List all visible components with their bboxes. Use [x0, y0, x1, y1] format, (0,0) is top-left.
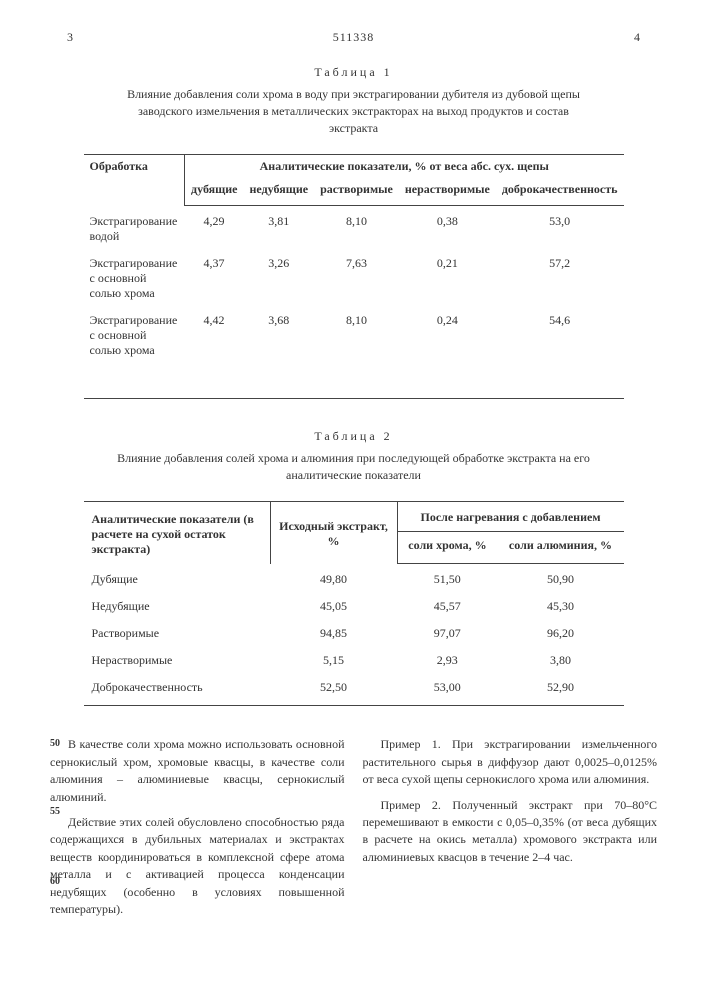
cell: 3,81	[244, 206, 315, 248]
table1-title: Таблица 1	[50, 65, 657, 80]
line-number: 50	[50, 738, 60, 749]
cell: 4,29	[185, 206, 244, 248]
table-row: Экстрагирование с основной солью хрома 4…	[84, 305, 624, 368]
page-header: 3 511338 4	[50, 30, 657, 45]
cell: 7,63	[314, 248, 399, 305]
table1-col-group: Аналитические показатели, % от веса абс.…	[185, 155, 624, 179]
cell: 50,90	[497, 564, 623, 592]
page-number-right: 4	[617, 30, 657, 45]
table1-subcol: доброкачественность	[496, 178, 624, 206]
cell: 8,10	[314, 206, 399, 248]
paragraph: Пример 1. При экстрагировании измельченн…	[363, 736, 658, 788]
cell: 3,68	[244, 305, 315, 368]
paragraph: Пример 2. Полученный экстракт при 70–80°…	[363, 797, 658, 867]
table-row: Дубящие 49,80 51,50 50,90	[84, 564, 624, 592]
cell: 8,10	[314, 305, 399, 368]
cell: 51,50	[397, 564, 497, 592]
table-row: Экстрагирование с основной солью хрома 4…	[84, 248, 624, 305]
left-column: В качестве соли хрома можно использовать…	[50, 736, 345, 926]
body-text: 50 55 60 В качестве соли хрома можно исп…	[50, 736, 657, 926]
page-number-left: 3	[50, 30, 90, 45]
table1-subcol: недубящие	[244, 178, 315, 206]
row-label: Экстрагирование с основной солью хрома	[84, 248, 185, 305]
paragraph: Действие этих солей обусловлено способно…	[50, 814, 345, 918]
table1-subcol: дубящие	[185, 178, 244, 206]
line-number: 60	[50, 876, 60, 887]
cell: 52,90	[497, 672, 623, 706]
cell: 97,07	[397, 618, 497, 645]
table-row: Экстрагирование водой 4,29 3,81 8,10 0,3…	[84, 206, 624, 248]
table2-col-group: После нагревания с добавлением	[397, 502, 624, 532]
table2-col-mid: Исходный экстракт, %	[270, 502, 397, 564]
cell: 4,42	[185, 305, 244, 368]
row-label: Доброкачественность	[84, 672, 271, 706]
cell: 2,93	[397, 645, 497, 672]
right-column: Пример 1. При экстрагировании измельченн…	[363, 736, 658, 926]
cell: 5,15	[270, 645, 397, 672]
table-row: Растворимые 94,85 97,07 96,20	[84, 618, 624, 645]
cell: 53,0	[496, 206, 624, 248]
cell: 94,85	[270, 618, 397, 645]
table1-bottom-rule	[84, 398, 624, 399]
table1-subcol: растворимые	[314, 178, 399, 206]
table1-subcol: нерастворимые	[399, 178, 496, 206]
table-row: Доброкачественность 52,50 53,00 52,90	[84, 672, 624, 706]
table-row: Нерастворимые 5,15 2,93 3,80	[84, 645, 624, 672]
row-label: Растворимые	[84, 618, 271, 645]
cell: 3,80	[497, 645, 623, 672]
table1: Обработка Аналитические показатели, % от…	[84, 154, 624, 368]
cell: 53,00	[397, 672, 497, 706]
cell: 4,37	[185, 248, 244, 305]
cell: 45,30	[497, 591, 623, 618]
table2: Аналитические показатели (в расчете на с…	[84, 501, 624, 706]
cell: 49,80	[270, 564, 397, 592]
table2-subcol: соли хрома, %	[397, 532, 497, 564]
cell: 3,26	[244, 248, 315, 305]
row-label: Нерастворимые	[84, 645, 271, 672]
cell: 52,50	[270, 672, 397, 706]
table1-col-main: Обработка	[84, 155, 185, 206]
cell: 54,6	[496, 305, 624, 368]
row-label: Экстрагирование водой	[84, 206, 185, 248]
table2-caption: Влияние добавления солей хрома и алюмини…	[114, 450, 594, 484]
cell: 0,38	[399, 206, 496, 248]
table2-subcol: соли алюминия, %	[497, 532, 623, 564]
table1-caption: Влияние добавления соли хрома в воду при…	[114, 86, 594, 136]
table2-title: Таблица 2	[50, 429, 657, 444]
document-number: 511338	[90, 30, 617, 45]
row-label: Экстрагирование с основной солью хрома	[84, 305, 185, 368]
cell: 45,05	[270, 591, 397, 618]
line-number: 55	[50, 806, 60, 817]
row-label: Дубящие	[84, 564, 271, 592]
row-label: Недубящие	[84, 591, 271, 618]
cell: 57,2	[496, 248, 624, 305]
paragraph: В качестве соли хрома можно использовать…	[50, 736, 345, 806]
cell: 0,24	[399, 305, 496, 368]
cell: 45,57	[397, 591, 497, 618]
cell: 96,20	[497, 618, 623, 645]
table2-col-left: Аналитические показатели (в расчете на с…	[84, 502, 271, 564]
table-row: Недубящие 45,05 45,57 45,30	[84, 591, 624, 618]
cell: 0,21	[399, 248, 496, 305]
